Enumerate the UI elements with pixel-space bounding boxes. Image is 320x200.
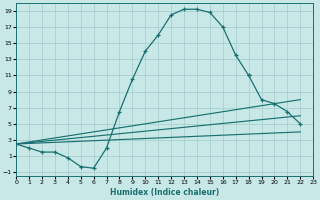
X-axis label: Humidex (Indice chaleur): Humidex (Indice chaleur) [110,188,219,197]
